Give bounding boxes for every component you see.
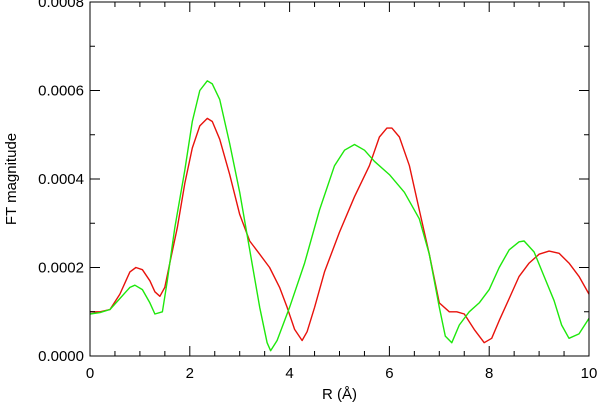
x-tick-label: 8 [485, 365, 493, 382]
y-tick-label: 0.0006 [38, 83, 84, 100]
x-tick-label: 0 [86, 365, 94, 382]
series-line-1 [90, 117, 590, 344]
y-axis-title: FT magnitude [3, 133, 20, 225]
x-tick-label: 6 [385, 365, 393, 382]
tick-labels: 0 2 4 6 8 10 0.0000 0.0002 0.0004 0.0006 0.0008 [38, 0, 597, 382]
plot-lines [89, 80, 590, 352]
x-axis-title: R (Å) [322, 386, 357, 403]
y-tick-label: 0.0008 [38, 0, 84, 11]
plot-frame [89, 1, 590, 357]
x-tick-label: 2 [186, 365, 194, 382]
y-tick-label: 0.0000 [38, 348, 84, 365]
ticks [89, 1, 590, 357]
series-line-2 [89, 80, 590, 352]
y-tick-label: 0.0004 [38, 171, 84, 188]
x-tick-label: 4 [285, 365, 293, 382]
y-tick-label: 0.0002 [38, 260, 84, 277]
x-tick-label: 10 [581, 365, 598, 382]
